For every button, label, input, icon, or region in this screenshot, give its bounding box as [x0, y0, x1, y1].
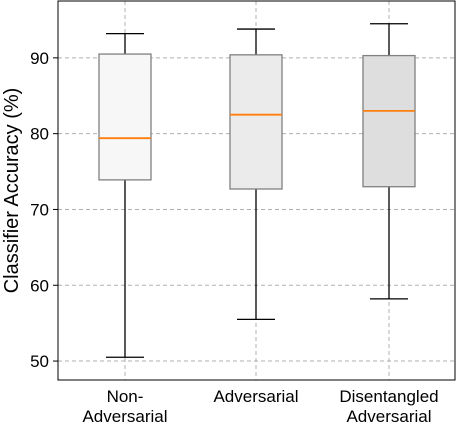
box-1: [229, 28, 283, 321]
x-category-label-0: Non-Adversarial: [82, 387, 167, 426]
x-category-label-line: Adversarial: [213, 387, 298, 406]
box-body: [98, 53, 152, 181]
y-tick-label-60: 60: [30, 276, 49, 295]
box-0: [98, 32, 152, 358]
y-tick-label-90: 90: [30, 49, 49, 68]
y-axis-ticks: 50 60 70 80 90: [30, 49, 58, 371]
y-axis-title: Classifier Accuracy (%): [1, 88, 23, 294]
boxes: [98, 23, 416, 358]
x-category-label-line: Disentangled: [339, 387, 438, 406]
box-body: [229, 54, 283, 190]
x-category-label-line: Adversarial: [82, 407, 167, 426]
x-category-label-line: Non-: [107, 387, 144, 406]
x-category-label-1: Adversarial: [213, 387, 298, 406]
x-category-label-2: Disentangled Adversarial: [339, 387, 438, 426]
x-category-label-line: Adversarial: [346, 407, 431, 426]
box-2: [362, 23, 416, 300]
box-body: [362, 54, 416, 188]
y-tick-label-70: 70: [30, 200, 49, 219]
y-tick-label-50: 50: [30, 352, 49, 371]
plot-frame: [57, 0, 456, 381]
y-tick-label-80: 80: [30, 125, 49, 144]
